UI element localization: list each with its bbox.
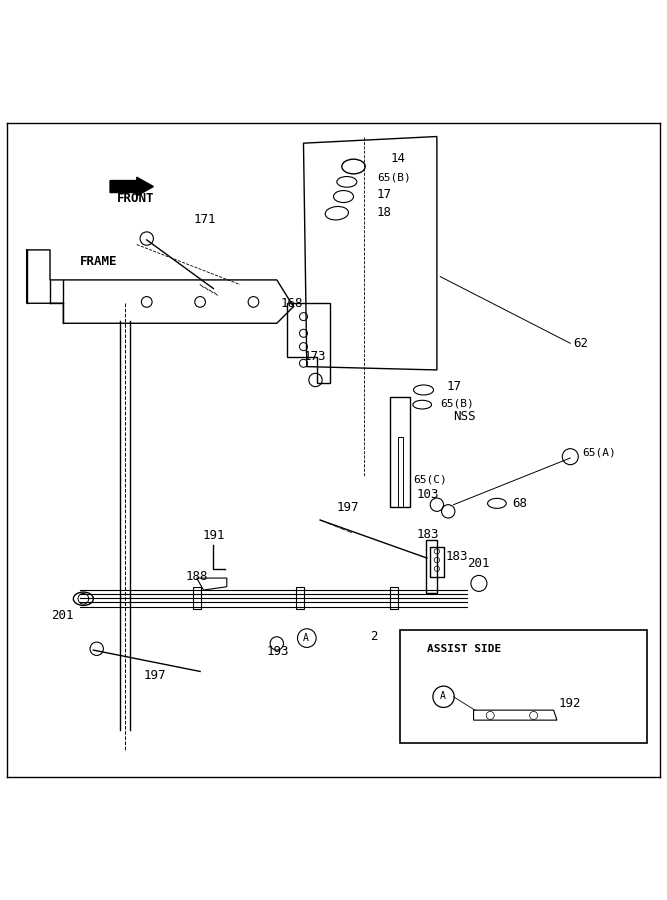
Text: 191: 191 xyxy=(203,528,225,542)
Text: 183: 183 xyxy=(446,550,468,563)
Text: 68: 68 xyxy=(512,497,527,509)
Text: 103: 103 xyxy=(417,488,440,501)
FancyArrow shape xyxy=(110,177,153,196)
Text: 197: 197 xyxy=(143,669,166,682)
Text: 193: 193 xyxy=(267,644,289,658)
Bar xyxy=(400,630,647,743)
Text: 17: 17 xyxy=(447,380,462,393)
Text: 168: 168 xyxy=(280,297,303,310)
Text: 62: 62 xyxy=(574,337,588,349)
Text: 65(B): 65(B) xyxy=(440,399,474,409)
Text: 14: 14 xyxy=(390,152,405,165)
Text: NSS: NSS xyxy=(454,410,476,423)
Bar xyxy=(193,588,201,609)
Text: 17: 17 xyxy=(377,188,392,201)
Text: 173: 173 xyxy=(303,350,326,363)
Text: ASSIST SIDE: ASSIST SIDE xyxy=(427,644,501,654)
Text: 18: 18 xyxy=(377,206,392,219)
Text: 2: 2 xyxy=(370,630,378,644)
Text: 197: 197 xyxy=(337,501,360,515)
Text: 65(A): 65(A) xyxy=(582,447,616,457)
Text: 192: 192 xyxy=(559,697,582,710)
Bar xyxy=(296,588,304,609)
Text: 201: 201 xyxy=(51,608,74,622)
Text: A: A xyxy=(440,691,446,701)
Text: A: A xyxy=(303,633,309,643)
Text: FRAME: FRAME xyxy=(80,255,117,267)
Text: 65(B): 65(B) xyxy=(377,173,411,183)
Bar xyxy=(390,588,398,609)
Text: 188: 188 xyxy=(185,570,208,583)
Text: 171: 171 xyxy=(193,213,216,226)
Text: 65(C): 65(C) xyxy=(414,474,448,484)
Text: 183: 183 xyxy=(417,528,440,541)
Text: FRONT: FRONT xyxy=(117,192,154,205)
Text: 201: 201 xyxy=(467,557,490,570)
